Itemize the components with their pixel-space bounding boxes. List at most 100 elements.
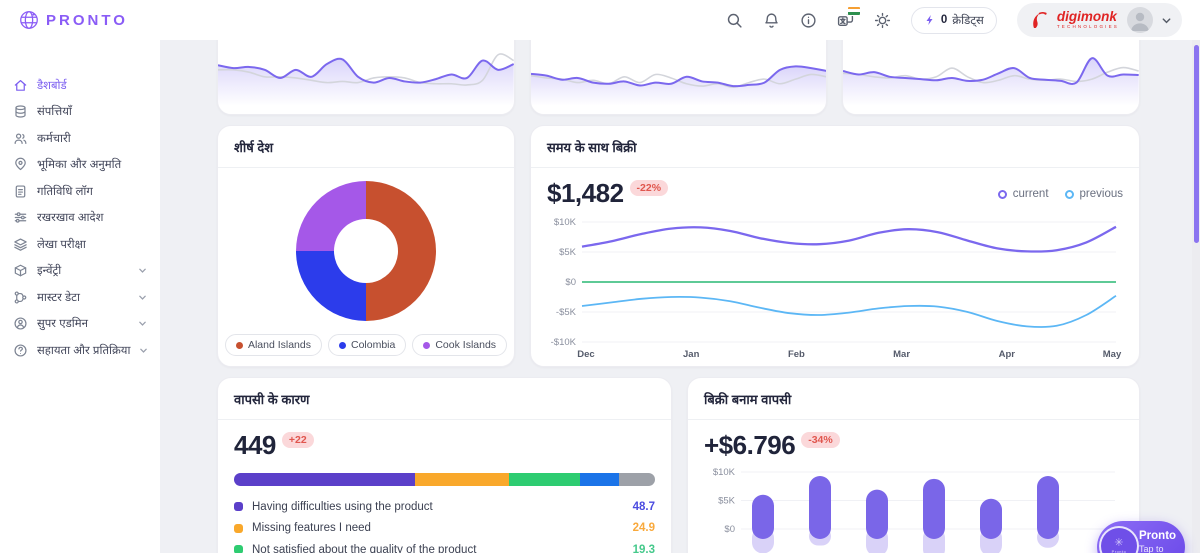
sidebar-item[interactable]: डैशबोर्ड	[0, 72, 160, 99]
svg-text:Apr: Apr	[999, 349, 1016, 360]
reasons-stacked-bar	[234, 473, 655, 486]
top-navbar: PRONTO	[0, 0, 1200, 40]
legend-pill[interactable]: Cook Islands	[412, 334, 508, 356]
sparkline-card	[842, 40, 1141, 115]
sidebar-item[interactable]: कर्मचारी	[0, 125, 160, 152]
sidebar-item-label: कर्मचारी	[37, 132, 71, 145]
card-title: समय के साथ बिक्री	[531, 126, 1139, 168]
return-reasons-card: वापसी के कारण 449 +22 Having difficultie…	[217, 377, 672, 553]
svg-text:-$5K: -$5K	[556, 307, 577, 318]
svg-text:$0: $0	[565, 277, 576, 288]
sidebar: डैशबोर्ड संपत्तियाँ कर्मचारी भूमिका और अनुम…	[0, 40, 160, 553]
sidebar-item-label: सुपर एडमिन	[37, 318, 88, 331]
super-admin-icon	[13, 316, 28, 331]
inventory-icon	[13, 263, 28, 278]
search-icon[interactable]	[726, 12, 743, 29]
credits-badge[interactable]: 0 क्रेडिट्स	[910, 6, 997, 34]
help-icon	[13, 343, 28, 358]
roles-icon	[13, 157, 28, 172]
theme-brightness-icon[interactable]	[874, 12, 891, 29]
logo-text: PRONTO	[46, 11, 128, 29]
legend-item[interactable]: previous	[1064, 188, 1123, 200]
sidebar-nav: डैशबोर्ड संपत्तियाँ कर्मचारी भूमिका और अनुम…	[0, 72, 160, 364]
avatar[interactable]	[1127, 7, 1153, 33]
sidebar-item-label: गतिविधि लॉग	[37, 185, 93, 198]
reason-row: Missing features I need 24.9	[234, 518, 655, 540]
chat-title: Pronto	[1139, 530, 1177, 543]
sparkline-cards-row	[217, 40, 1141, 115]
chevron-down-icon	[138, 319, 147, 328]
sidebar-item[interactable]: रखरखाव आदेश	[0, 205, 160, 232]
chat-widget-button[interactable]: ✳Pronto Pronto Tap to open	[1097, 521, 1185, 553]
legend-pill[interactable]: Aland Islands	[224, 334, 322, 356]
credits-label: क्रेडिट्स	[952, 14, 984, 27]
sidebar-item-label: सहायता और प्रतिक्रिया	[37, 344, 131, 357]
svg-text:Mar: Mar	[893, 349, 910, 360]
bell-icon[interactable]	[763, 12, 780, 29]
pronto-logo[interactable]: PRONTO	[18, 9, 128, 31]
globe-icon	[18, 9, 40, 31]
scrollbar-track[interactable]	[1192, 40, 1200, 553]
chevron-down-icon	[138, 266, 147, 275]
legend-item[interactable]: current	[997, 188, 1049, 200]
chevron-down-icon	[138, 293, 147, 302]
countries-donut-chart	[296, 181, 436, 321]
svg-text:-$10K: -$10K	[551, 337, 577, 348]
sidebar-item[interactable]: मास्टर डेटा	[0, 284, 160, 311]
sidebar-item-label: संपत्तियाँ	[37, 106, 72, 119]
sidebar-item[interactable]: लेखा परीक्षा	[0, 231, 160, 258]
sales-total: $1,482	[547, 178, 624, 208]
card-title: बिक्री बनाम वापसी	[688, 378, 1139, 420]
activity-icon	[13, 184, 28, 199]
legend-pill[interactable]: Colombia	[327, 334, 407, 356]
sidebar-item[interactable]: भूमिका और अनुमति	[0, 152, 160, 179]
master-data-icon	[13, 290, 28, 305]
info-icon[interactable]	[800, 12, 817, 29]
svg-text:$10K: $10K	[554, 217, 577, 228]
chevron-down-icon[interactable]	[1161, 15, 1172, 26]
translate-language-icon[interactable]	[837, 6, 860, 29]
svg-text:May: May	[1103, 349, 1122, 360]
sparkline-chart	[218, 40, 514, 106]
svg-text:Feb: Feb	[788, 349, 805, 360]
sidebar-item-label: लेखा परीक्षा	[37, 238, 86, 251]
reason-row: Not satisfied about the quality of the p…	[234, 539, 655, 553]
sales-vs-returns-card: बिक्री बनाम वापसी +$6.796 -34% $10K $5K $0…	[687, 377, 1140, 553]
employees-icon	[13, 131, 28, 146]
sidebar-item[interactable]: संपत्तियाँ	[0, 99, 160, 126]
svr-delta-badge: -34%	[801, 432, 840, 448]
returns-total: 449	[234, 430, 276, 460]
sidebar-item-label: डैशबोर्ड	[37, 79, 67, 92]
audit-icon	[13, 237, 28, 252]
sparkline-card	[217, 40, 515, 115]
sparkline-chart	[843, 40, 1140, 106]
sidebar-item[interactable]: गतिविधि लॉग	[0, 178, 160, 205]
digimonk-logo-icon	[1029, 9, 1049, 31]
brand-name: digimonk	[1056, 9, 1117, 25]
reasons-list: Having difficulties using the product 48.…	[218, 496, 671, 553]
sidebar-item-label: भूमिका और अनुमति	[37, 159, 122, 172]
sales-returns-bar-chart: $10K$5K$0-$5K	[713, 467, 1115, 553]
maintenance-icon	[13, 210, 28, 225]
card-title: शीर्ष देश	[218, 126, 514, 168]
donut-legend: Aland Islands Colombia Cook Islands	[224, 334, 508, 356]
india-flag-icon	[847, 6, 860, 15]
sparkline-chart	[530, 40, 827, 106]
svg-text:Dec: Dec	[577, 349, 594, 360]
svg-text:Jan: Jan	[683, 349, 700, 360]
account-menu[interactable]: digimonk TECHNOLOGIES	[1016, 3, 1182, 37]
brand-text: digimonk TECHNOLOGIES	[1057, 10, 1119, 30]
scrollbar-thumb[interactable]	[1193, 45, 1199, 243]
line-chart-legend: current previous	[997, 188, 1123, 200]
returns-delta-badge: +22	[281, 432, 314, 448]
sidebar-item[interactable]: सुपर एडमिन	[0, 311, 160, 338]
brand-tagline: TECHNOLOGIES	[1056, 24, 1119, 30]
sidebar-item[interactable]: इन्वेंट्री	[0, 258, 160, 285]
sidebar-item[interactable]: सहायता और प्रतिक्रिया	[0, 337, 160, 364]
sidebar-item-label: इन्वेंट्री	[37, 265, 62, 278]
svg-text:$10K: $10K	[713, 467, 736, 478]
svr-total: +$6.796	[704, 430, 796, 460]
svg-text:$5K: $5K	[718, 496, 736, 507]
main-content: शीर्ष देश Aland Islands Colombia Cook Isla…	[160, 40, 1200, 553]
